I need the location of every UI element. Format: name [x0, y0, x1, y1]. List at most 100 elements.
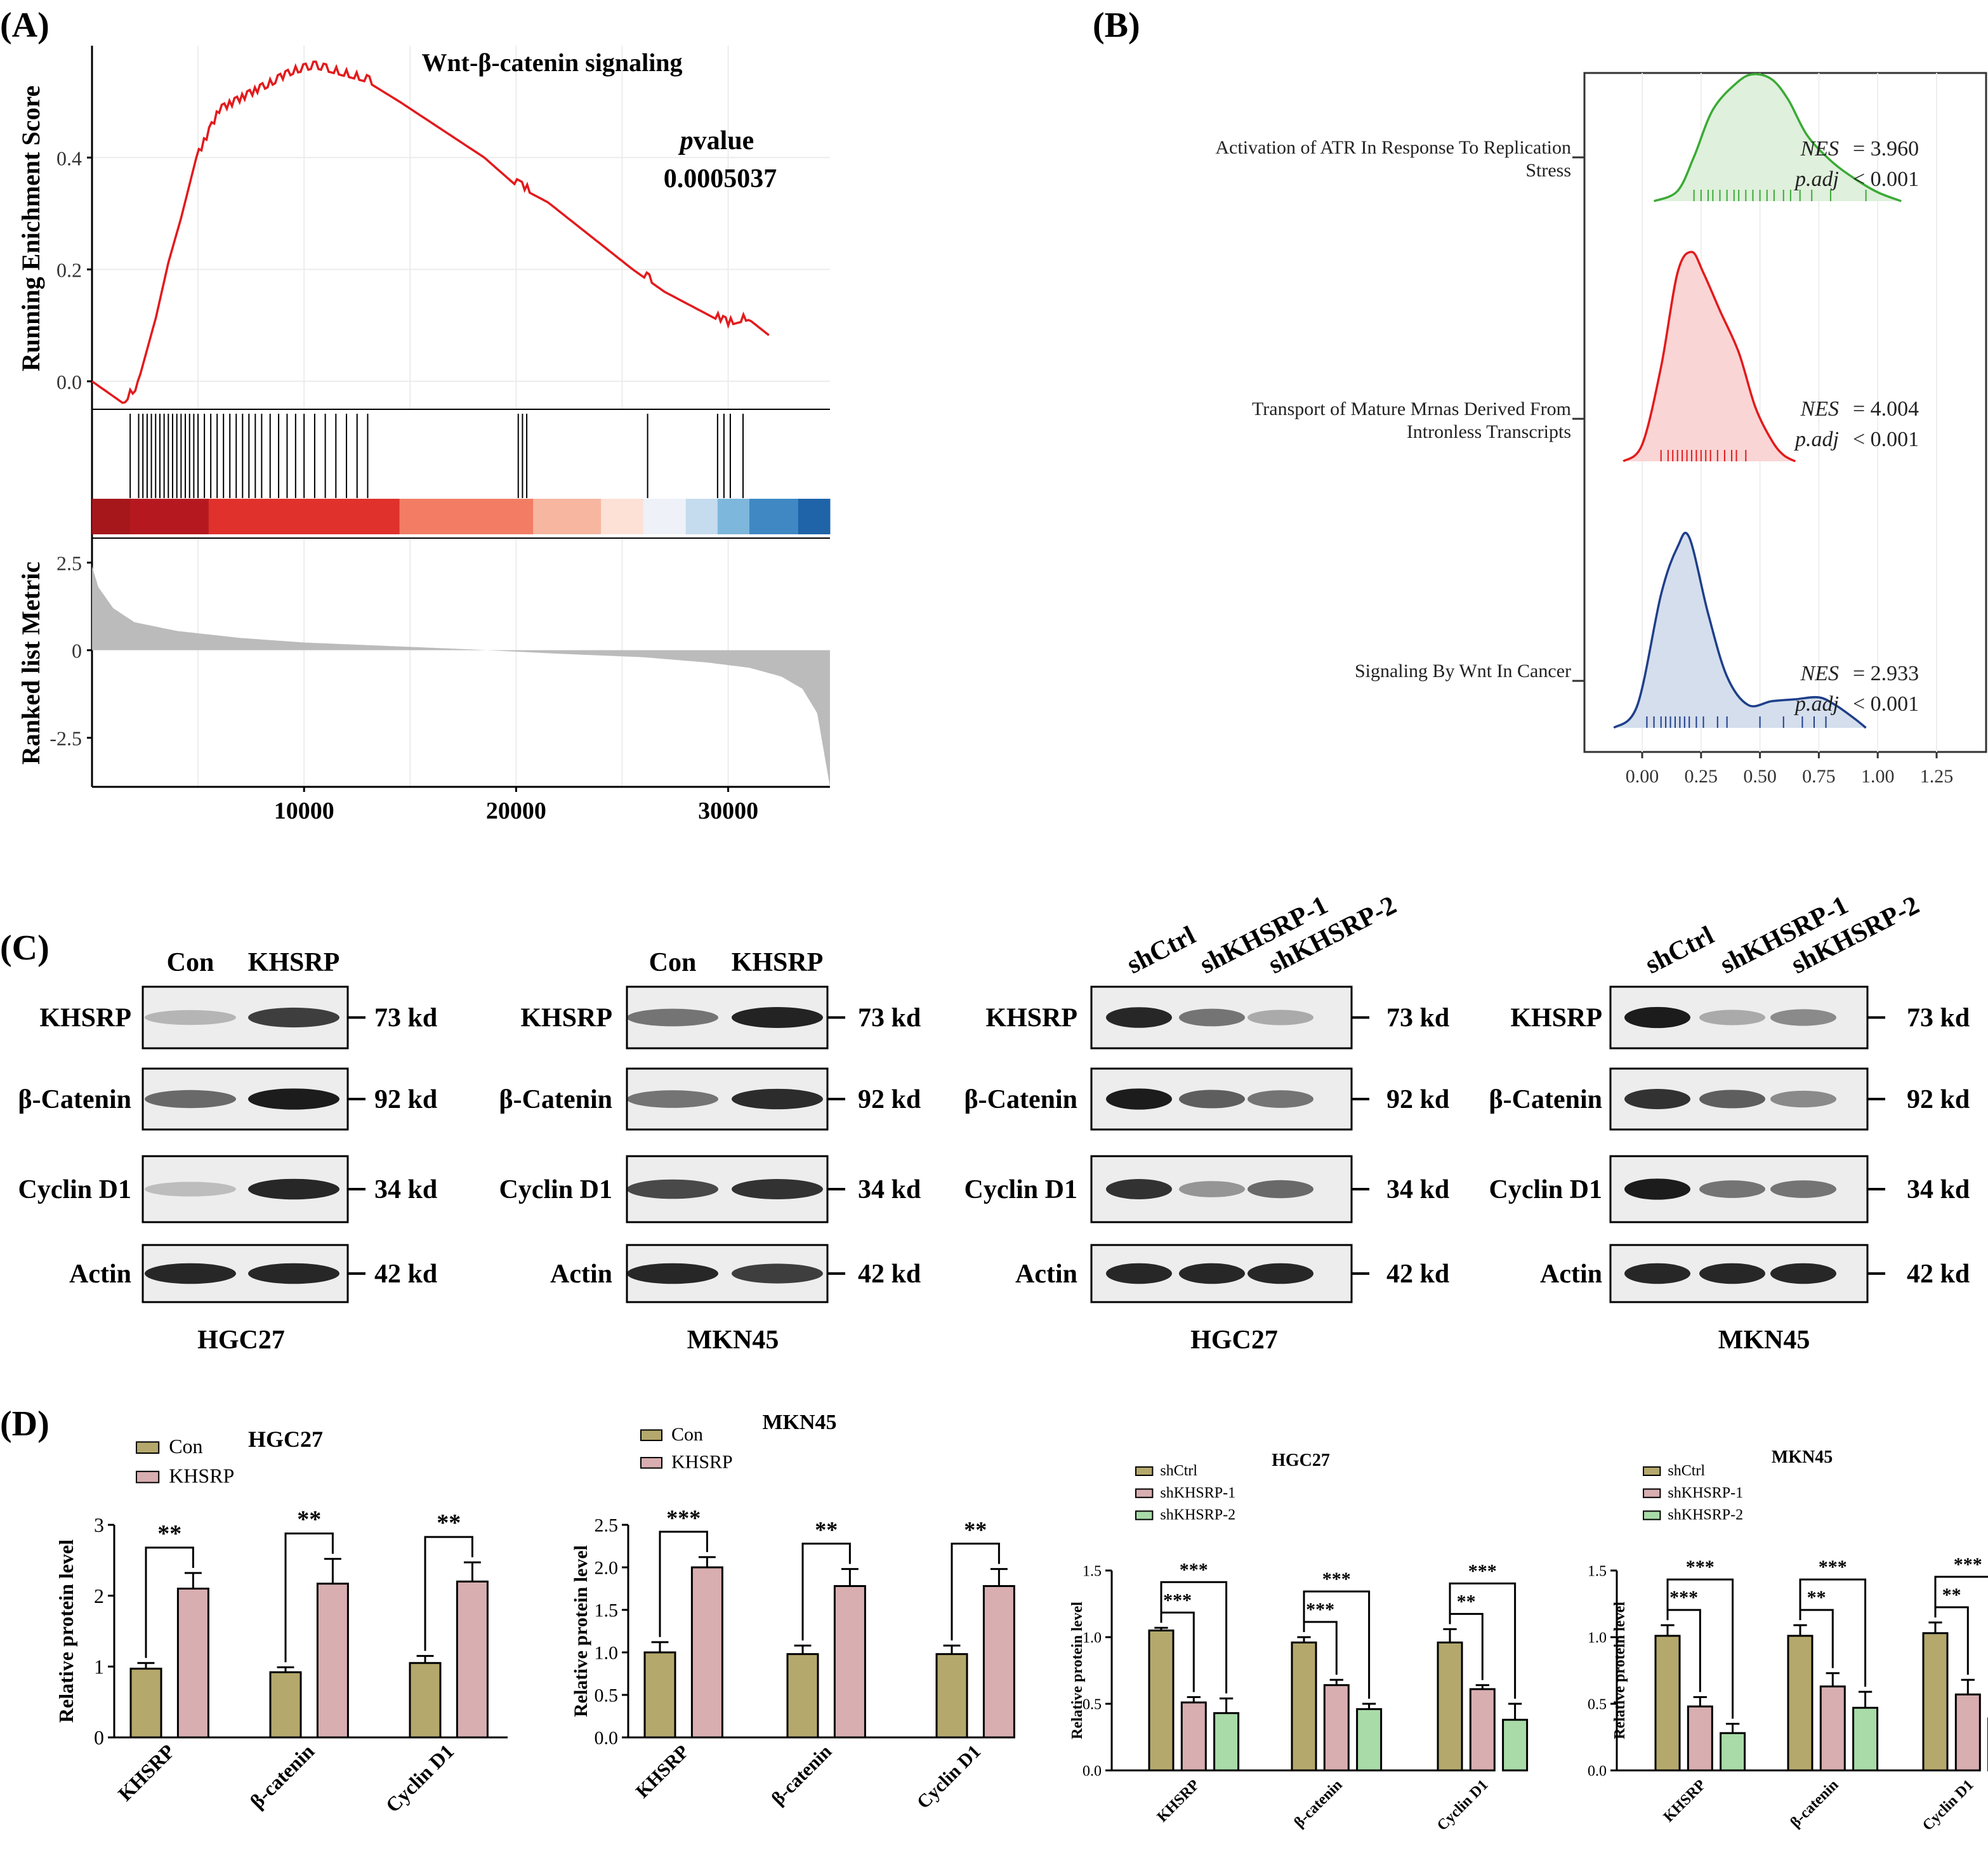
significance-bracket [951, 1543, 1000, 1641]
protein-band [1770, 1090, 1836, 1108]
bar [1787, 1635, 1814, 1772]
lane-label: shCtrl [1122, 921, 1201, 980]
x-tick-label: 0.25 [1685, 766, 1718, 787]
legend-label: KHSRP [671, 1452, 733, 1473]
padj-value: < 0.001 [1853, 692, 1919, 716]
size-label: 73 kd [374, 1004, 437, 1033]
size-label: 73 kd [1386, 1004, 1449, 1033]
density-curve [1613, 532, 1867, 729]
x-tick-label: 0.00 [1626, 766, 1659, 787]
nes-value: = 2.933 [1853, 662, 1919, 685]
protein-band [248, 1263, 339, 1284]
significance-label: ** [964, 1517, 987, 1543]
category-label: Cyclin D1 [913, 1741, 985, 1813]
lane-label: KHSRP [248, 948, 340, 977]
pathway-label: Activation of ATR In Response To Replica… [1215, 137, 1571, 158]
bar [129, 1668, 162, 1739]
protein-band [1770, 1009, 1836, 1026]
ranked-metric-area [92, 566, 830, 787]
y-tick-label: 2.0 [595, 1558, 619, 1579]
protein-label: Actin [69, 1260, 131, 1289]
y-tick-label: 1.0 [1588, 1630, 1607, 1646]
significance-label: *** [1306, 1599, 1334, 1620]
legend-swatch [1135, 1510, 1154, 1520]
panel-label-a: (A) [0, 6, 49, 45]
protein-band [1179, 1181, 1245, 1197]
y-tick-label: 0.0 [1083, 1763, 1102, 1779]
protein-label: KHSRP [1510, 1004, 1602, 1033]
protein-label: β-Catenin [499, 1085, 612, 1114]
protein-band [248, 1088, 339, 1110]
chart-title: HGC27 [1272, 1451, 1330, 1470]
size-label: 42 kd [1386, 1260, 1449, 1289]
bar [1148, 1630, 1175, 1772]
pathway-label: Stress [1525, 160, 1571, 181]
size-label: 34 kd [858, 1175, 921, 1204]
protein-label: KHSRP [985, 1004, 1077, 1033]
y-tick-label: 0.5 [1588, 1696, 1607, 1713]
y-tick-label: 1.5 [1588, 1563, 1607, 1579]
bar [1437, 1641, 1463, 1772]
legend-swatch [136, 1470, 160, 1484]
legend-label: Con [671, 1424, 703, 1445]
x-tick-label: 0.50 [1743, 766, 1777, 787]
nes-label: NES [1800, 397, 1839, 421]
y-axis-label-es: Running Enichment Score [16, 86, 45, 371]
protein-band [627, 1179, 718, 1199]
nes-label: NES [1800, 137, 1839, 161]
bar [1213, 1712, 1240, 1772]
size-label: 92 kd [1907, 1085, 1970, 1114]
protein-band [1179, 1263, 1245, 1284]
rank-color-band [533, 499, 602, 534]
lane-label: Con [167, 948, 214, 977]
rank-color-band [601, 499, 644, 534]
legend-swatch [1643, 1510, 1661, 1520]
significance-label: *** [1819, 1557, 1847, 1578]
padj-value: < 0.001 [1853, 168, 1919, 191]
y-tick-label: 1.0 [1083, 1630, 1102, 1646]
bar [690, 1566, 723, 1739]
protein-label: KHSRP [520, 1004, 612, 1033]
padj-label: p.adj [1794, 428, 1839, 451]
protein-band [145, 1010, 236, 1025]
protein-band [1247, 1010, 1313, 1025]
legend-label: shCtrl [1160, 1463, 1197, 1479]
protein-band [732, 1179, 823, 1199]
protein-band [1106, 1263, 1172, 1284]
protein-band [627, 1263, 718, 1284]
lane-label: Con [649, 948, 697, 977]
size-label: 42 kd [374, 1260, 437, 1289]
significance-bracket [145, 1546, 194, 1658]
category-label: Cyclin D1 [1919, 1777, 1977, 1835]
legend-swatch [1643, 1488, 1661, 1498]
legend-swatch [1135, 1488, 1154, 1498]
bar [1720, 1732, 1746, 1772]
bar [176, 1588, 209, 1739]
protein-label: β-Catenin [964, 1085, 1077, 1114]
category-label: KHSRP [114, 1739, 179, 1805]
significance-label: *** [666, 1505, 701, 1531]
protein-band [1624, 1089, 1690, 1109]
pvalue-p: p [678, 126, 694, 155]
significance-label: ** [1457, 1591, 1476, 1612]
legend-label: shKHSRP-1 [1668, 1485, 1743, 1501]
size-label: 92 kd [858, 1085, 921, 1114]
pvalue-value: 0.0005037 [664, 164, 777, 194]
bar-chart: 0.0 0.5 1.0 1.5 Relative protein level HGC27 s… [1069, 1451, 1529, 1834]
x-tick-label: 1.25 [1920, 766, 1954, 787]
y-tick-label: -2.5 [49, 727, 82, 750]
protein-band [1770, 1180, 1836, 1198]
legend-label: shCtrl [1668, 1463, 1705, 1479]
y-tick-label: 0.0 [595, 1728, 619, 1749]
protein-label: Cyclin D1 [18, 1175, 132, 1204]
protein-band [1699, 1263, 1765, 1284]
y-tick-label: 0.5 [595, 1685, 619, 1706]
category-label: KHSRP [1154, 1777, 1203, 1826]
bar [1687, 1705, 1713, 1772]
nes-value: = 4.004 [1853, 397, 1919, 421]
bar-chart: 0 1 2 3 Relative protein level HGC27 Con KHSRP K… [55, 1426, 508, 1817]
protein-band [248, 1007, 339, 1028]
y-tick-label: 1.0 [595, 1643, 619, 1664]
y-tick-label: 2.5 [595, 1515, 619, 1536]
